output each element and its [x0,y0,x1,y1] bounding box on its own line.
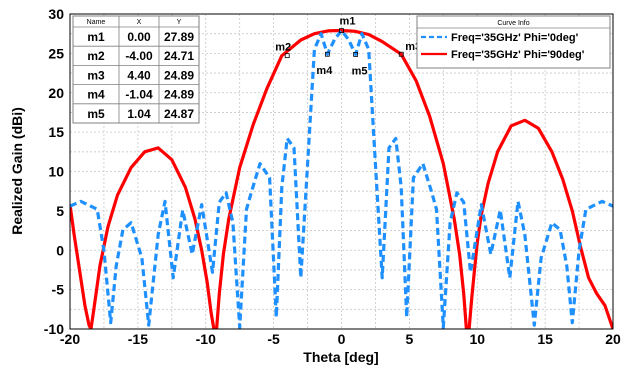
plot-frame [69,13,614,330]
legend-title: Curve Info [497,20,529,27]
y-tick-label: 5 [56,203,64,219]
x-tick-label: 15 [537,331,553,347]
x-tick-label: -15 [128,331,148,347]
marker-table-cell: 1.04 [127,107,151,121]
marker-label-m1: m1 [340,16,356,28]
series-line-phi-90deg [70,29,613,329]
marker-table-header: X [137,19,142,26]
marker-table-cell: 24.71 [164,49,194,63]
y-tick-label: 30 [48,6,64,22]
marker-point [398,51,404,57]
x-tick-label: -20 [60,331,80,347]
y-tick-labels: -10 -5 0 5 10 15 20 25 30 [44,6,64,337]
marker-point [353,51,359,57]
y-axis-title: Realized Gain (dBi) [9,107,25,235]
y-tick-label: 10 [48,164,64,180]
marker-table-cell: 24.87 [164,107,194,121]
marker-table-header: Y [177,19,182,26]
x-tick-labels: -20 -15 -10 -5 0 5 10 15 20 [60,331,621,347]
x-axis-title: Theta [deg] [303,349,378,365]
y-tick-label: -10 [44,321,64,337]
legend-entry: Freq='35GHz' Phi='0deg' [451,32,579,44]
marker-table-cell: 24.89 [164,68,194,82]
marker-table-cell: m5 [87,107,105,121]
y-tick-label: 0 [56,242,64,258]
x-tick-label: -10 [196,331,216,347]
marker-table-cell: -4.00 [125,49,153,63]
x-tick-label: 20 [605,331,621,347]
marker-table-cell: m2 [87,49,105,63]
marker-table: Name X Ym1 0.00 27.89 m2 -4.00 24.71 m3 4.40 24.89… [72,15,200,124]
series-layer [70,29,613,329]
marker-table-cell: -1.04 [125,88,153,102]
legend-entry: Freq='35GHz' Phi='90deg' [451,49,585,61]
marker-table-cell: 0.00 [127,30,151,44]
y-tick-label: 15 [48,124,64,140]
marker-label-m2: m2 [275,42,291,54]
x-tick-label: 10 [469,331,485,347]
marker-table-cell: 4.40 [127,68,151,82]
marker-table-cell: 24.89 [164,88,194,102]
marker-label-m5: m5 [352,65,368,77]
marker-table-cell: m1 [87,30,105,44]
marker-table-cell: m3 [87,68,105,82]
y-tick-label: -5 [52,282,65,298]
y-tick-label: 20 [48,85,64,101]
marker-label-m4: m4 [316,65,333,77]
x-tick-label: 5 [405,331,413,347]
legend-frame [416,15,611,69]
marker-table-header: Name [87,19,106,26]
marker-point [339,28,344,34]
marker-table-cell: 27.89 [164,30,194,44]
y-tick-label: 25 [48,45,64,61]
x-tick-label: -5 [267,331,280,347]
x-tick-label: 0 [338,331,346,347]
series-line-phi-0deg [70,29,613,329]
legend: Curve Info Freq='35GHz' Phi='0deg' Freq='3… [416,15,611,69]
marker-table-cell: m4 [87,88,105,102]
marker-table-frame [72,15,200,124]
marker-point [284,53,290,59]
marker-point [324,51,330,57]
